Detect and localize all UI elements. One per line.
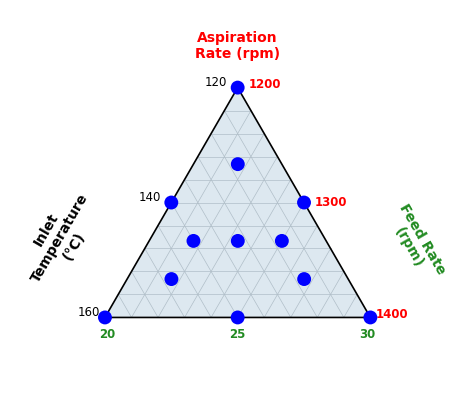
Point — [101, 314, 109, 321]
Text: 120: 120 — [205, 76, 227, 89]
Point — [190, 238, 197, 244]
Text: Feed Rate
(rpm): Feed Rate (rpm) — [383, 201, 448, 285]
Polygon shape — [105, 88, 370, 318]
Text: 25: 25 — [229, 328, 246, 341]
Point — [168, 276, 175, 282]
Point — [234, 161, 242, 167]
Point — [234, 314, 241, 321]
Point — [301, 276, 308, 282]
Point — [278, 238, 286, 244]
Point — [300, 199, 308, 206]
Text: Aspiration
Rate (rpm): Aspiration Rate (rpm) — [195, 31, 280, 61]
Text: 30: 30 — [360, 328, 376, 341]
Text: 160: 160 — [77, 306, 100, 319]
Text: 20: 20 — [100, 328, 116, 341]
Text: 1200: 1200 — [248, 78, 281, 91]
Text: 1300: 1300 — [315, 196, 347, 209]
Point — [234, 238, 242, 244]
Point — [366, 314, 374, 321]
Point — [167, 199, 175, 206]
Text: 140: 140 — [138, 191, 161, 204]
Text: 1400: 1400 — [376, 308, 408, 321]
Text: Inlet
Temperature
(°C): Inlet Temperature (°C) — [15, 183, 105, 293]
Point — [234, 84, 241, 91]
